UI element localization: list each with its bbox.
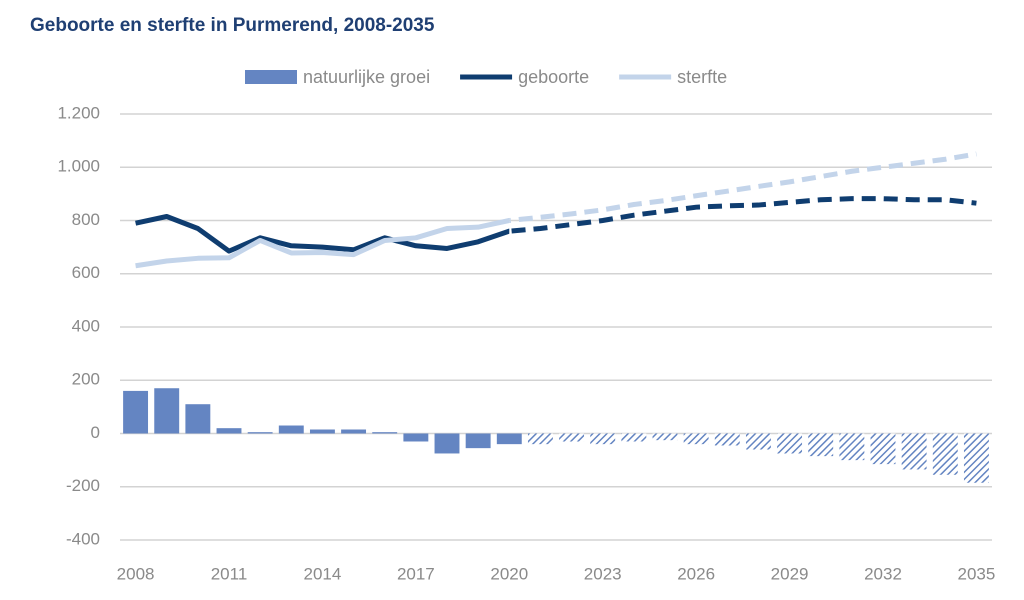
x-tick-label: 2020 (490, 564, 528, 583)
bar (309, 429, 335, 434)
x-tick-label: 2026 (677, 564, 715, 583)
bar (527, 433, 553, 445)
y-tick-label: -400 (66, 529, 100, 548)
x-tick-label: 2029 (771, 564, 809, 583)
line-observed (135, 217, 510, 269)
bar (216, 428, 242, 434)
x-tick-label: 2014 (304, 564, 342, 583)
bar (714, 433, 740, 446)
bar (341, 429, 367, 434)
y-tick-label: 1.200 (57, 103, 100, 122)
x-tick-label: 2017 (397, 564, 435, 583)
bar (434, 433, 460, 454)
bar (621, 433, 647, 442)
bar (123, 390, 149, 434)
bar (403, 433, 429, 442)
x-tick-label: 2032 (864, 564, 902, 583)
bar (745, 433, 771, 450)
x-tick-label: 2008 (117, 564, 155, 583)
bar (559, 433, 585, 442)
bar (590, 433, 616, 445)
bar (901, 433, 927, 470)
line-observed (135, 214, 510, 254)
x-tick-label: 2023 (584, 564, 622, 583)
legend-label: natuurlijke groei (303, 67, 430, 87)
legend-label: sterfte (677, 67, 727, 87)
bar (839, 433, 865, 461)
line-projection (509, 151, 977, 224)
bar (154, 388, 180, 434)
legend-swatch (245, 70, 297, 84)
bar (185, 404, 211, 434)
bar (683, 433, 709, 445)
bar (652, 433, 678, 441)
y-tick-label: -200 (66, 476, 100, 495)
y-tick-label: 200 (72, 370, 100, 389)
x-tick-label: 2011 (211, 564, 248, 583)
bar (496, 433, 522, 445)
bar (372, 432, 398, 434)
bar (932, 433, 958, 475)
chart-title: Geboorte en sterfte in Purmerend, 2008-2… (30, 15, 435, 36)
y-tick-label: 1.000 (57, 157, 100, 176)
y-tick-label: 800 (72, 210, 100, 229)
y-tick-label: 400 (72, 316, 100, 335)
bar (247, 432, 273, 434)
bar (808, 433, 834, 457)
y-tick-label: 0 (91, 423, 100, 442)
bar (465, 433, 491, 449)
bar (963, 433, 989, 483)
bar (777, 433, 803, 454)
legend-label: geboorte (518, 67, 589, 87)
x-tick-label: 2035 (958, 564, 996, 583)
bar (278, 425, 304, 434)
line-projection (509, 196, 977, 234)
y-tick-label: 600 (72, 263, 100, 282)
bar (870, 433, 896, 465)
